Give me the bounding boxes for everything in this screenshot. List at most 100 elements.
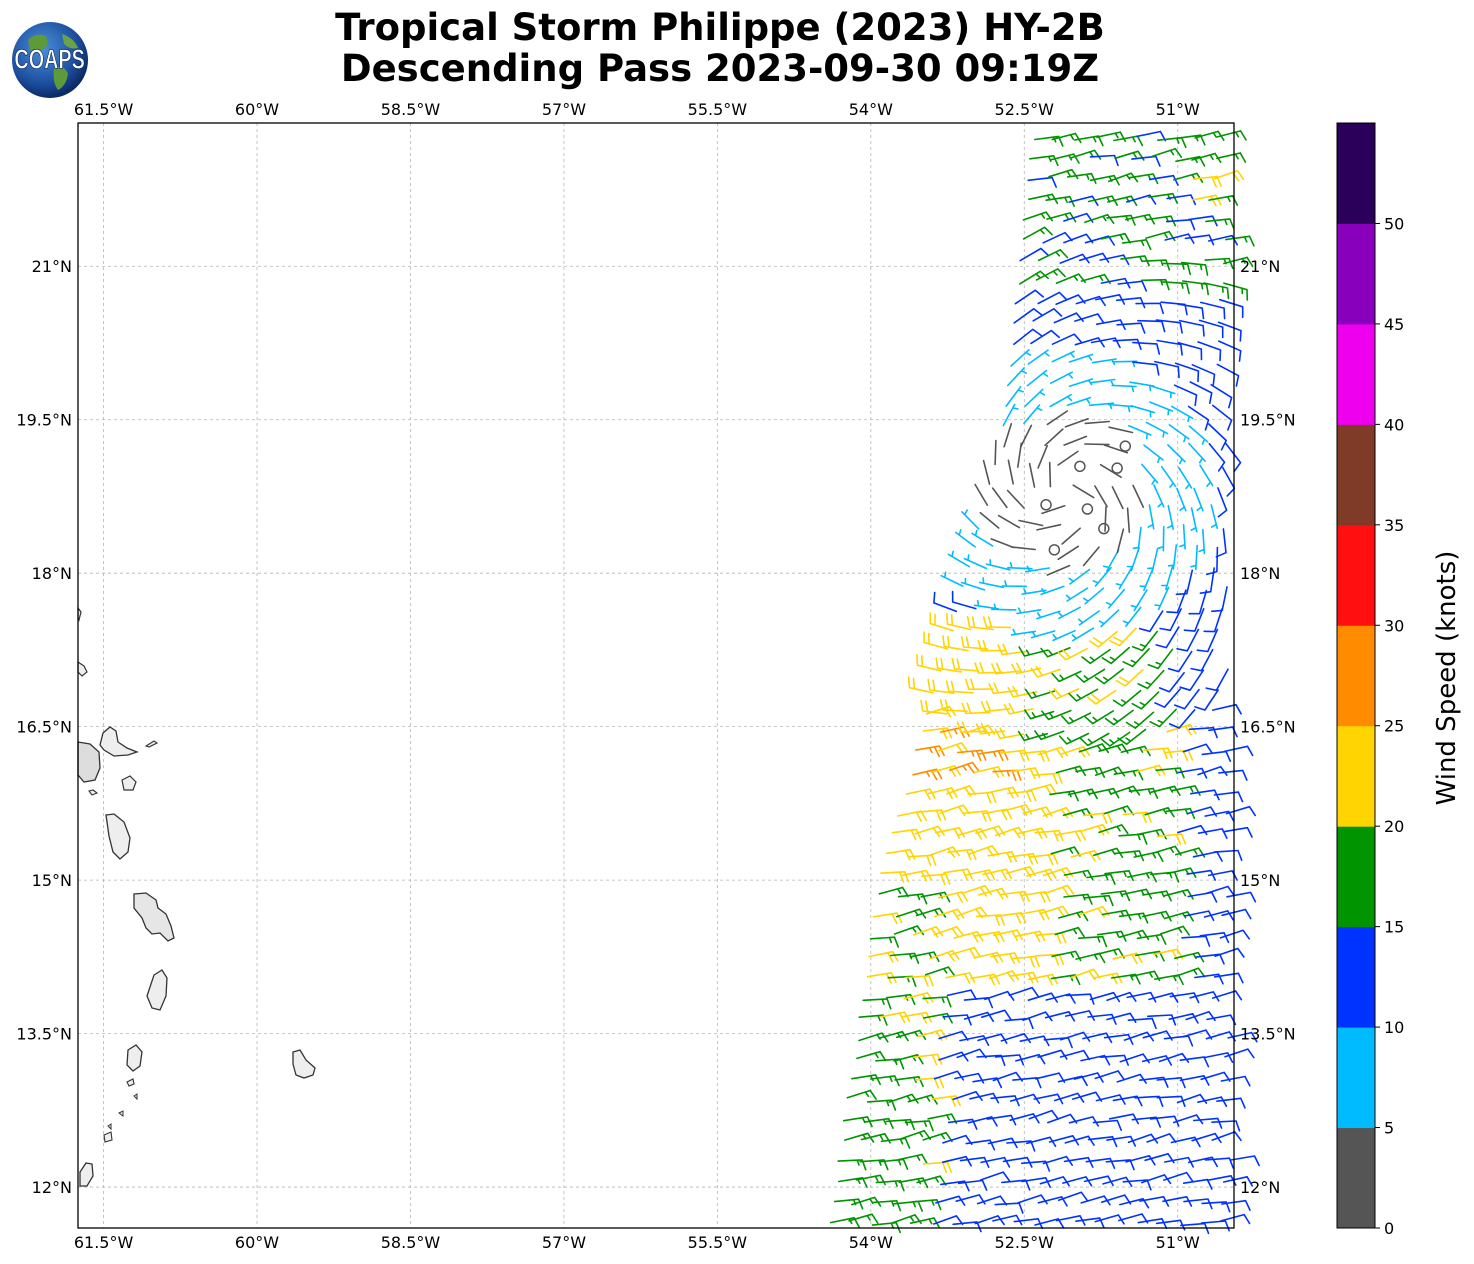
wind-barb: [1094, 766, 1126, 777]
wind-barb: [1008, 852, 1039, 865]
lat-tick-label-left: 12°N: [32, 1178, 72, 1197]
lat-tick-label-left: 18°N: [32, 564, 72, 583]
wind-barb: [1176, 628, 1200, 652]
wind-barb: [963, 997, 994, 1009]
wind-barb: [1188, 442, 1206, 464]
wind-barb: [1193, 487, 1204, 512]
wind-barb: [1193, 1117, 1223, 1129]
wind-barb: [942, 635, 969, 652]
wind-barb: [1010, 955, 1040, 968]
wind-barb: [963, 1011, 995, 1023]
wind-barb: [1051, 132, 1082, 144]
wind-barb: [974, 483, 989, 506]
map-title-line2: Descending Pass 2023-09-30 09:19Z: [340, 47, 1100, 90]
wind-barb: [1046, 564, 1071, 576]
wind-barb: [1176, 1093, 1208, 1104]
wind-barb: [1147, 648, 1174, 670]
wind-barb: [973, 599, 1000, 610]
wind-barb: [1198, 319, 1224, 339]
wind-barb: [933, 1070, 965, 1081]
wind-barb: [1100, 890, 1131, 902]
wind-barb: [905, 788, 936, 801]
wind-barb: [1167, 650, 1193, 673]
wind-barb: [1173, 384, 1198, 407]
wind-barb: [1062, 808, 1093, 819]
logo-text: COAPS: [14, 45, 84, 76]
wind-barb: [1195, 953, 1225, 965]
wind-barb: [1059, 1049, 1091, 1061]
wind-barb: [1019, 908, 1050, 921]
wind-barb: [971, 529, 994, 547]
wind-barb: [1205, 218, 1235, 230]
wind-barb: [1207, 870, 1238, 881]
lon-tick-label-top: 60°W: [235, 100, 279, 119]
wind-barb: [974, 1215, 1005, 1226]
wind-barb: [1216, 152, 1247, 163]
wind-barb: [1082, 812, 1113, 824]
wind-barb: [1141, 259, 1171, 271]
lat-tick-label-left: 19.5°N: [16, 411, 72, 430]
wind-barb: [1007, 367, 1027, 387]
wind-barb: [1156, 339, 1183, 356]
wind-barb: [982, 616, 1012, 629]
wind-barb: [1223, 745, 1254, 757]
wind-barb: [985, 559, 1011, 571]
wind-barb: [1030, 666, 1062, 678]
island-martinique: [133, 892, 175, 942]
wind-barb: [1197, 341, 1222, 362]
island-marie-galante: [121, 775, 137, 791]
wind-barb: [1030, 630, 1056, 639]
wind-barb: [1068, 688, 1099, 702]
wind-barb: [1102, 549, 1120, 572]
wind-barb: [933, 925, 964, 938]
colorbar-frame: [1336, 122, 1376, 1229]
wind-barb: [922, 996, 952, 1008]
wind-barb: [935, 1195, 966, 1206]
wind-barb: [1116, 528, 1125, 554]
wind-barb: [1017, 1194, 1048, 1205]
wind-barb: [1111, 384, 1137, 393]
wind-barb: [965, 678, 994, 691]
wind-barb: [1190, 648, 1214, 672]
lon-tick-label-bottom: 60°W: [235, 1233, 279, 1252]
wind-barb: [1005, 386, 1024, 407]
wind-barb: [1141, 910, 1172, 922]
wind-barb: [1039, 1176, 1070, 1187]
wind-barb: [1044, 884, 1075, 897]
wind-barb: [1001, 1179, 1031, 1191]
wind-barb: [1022, 211, 1053, 222]
wind-barb: [1176, 487, 1187, 512]
wind-barb: [992, 769, 1022, 782]
wind-barb: [1083, 1175, 1114, 1187]
wind-barb: [897, 1153, 928, 1165]
lat-tick-label-right: 16.5°N: [1240, 718, 1296, 737]
wind-barb: [1177, 303, 1205, 320]
wind-barb: [1224, 1048, 1255, 1059]
wind-barb: [1059, 745, 1091, 758]
wind-barb: [1079, 252, 1110, 263]
wind-barb: [1136, 933, 1167, 945]
wind-barb: [1010, 628, 1036, 636]
wind-barb: [1006, 489, 1025, 509]
wind-barb: [966, 615, 995, 631]
wind-barb: [953, 931, 984, 943]
wind-barb: [1219, 929, 1250, 940]
wind-barb: [1018, 519, 1044, 527]
wind-barb: [978, 577, 1004, 589]
lat-tick-label-left: 21°N: [32, 257, 72, 276]
wind-barb: [1222, 1176, 1253, 1187]
wind-barb: [1122, 648, 1150, 668]
wind-barb: [1084, 710, 1114, 725]
colorbar-tick-label: 35: [1384, 516, 1404, 535]
wind-barb: [1211, 1120, 1241, 1132]
wind-barb: [1148, 174, 1179, 186]
wind-barb: [1171, 405, 1194, 423]
wind-barb: [961, 702, 991, 715]
wind-barb: [988, 682, 1018, 695]
wind-barb: [1167, 544, 1178, 570]
wind-barb: [975, 722, 1006, 735]
wind-barb: [1060, 1031, 1091, 1042]
wind-barb: [1011, 662, 1042, 675]
wind-barb: [1104, 709, 1134, 726]
wind-barb: [1225, 235, 1255, 247]
